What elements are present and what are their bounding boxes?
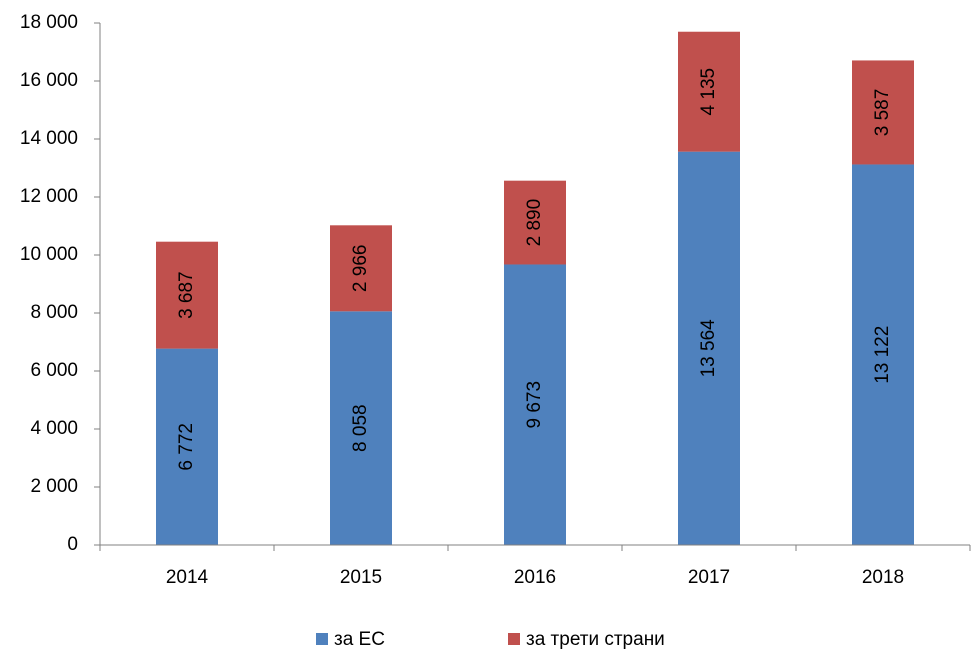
bar-segment [330,225,392,312]
y-tick-label: 8 000 [30,302,78,323]
bar-segment [504,264,566,545]
legend-label: за трети страни [526,629,665,650]
y-tick-label: 16 000 [20,70,78,91]
legend-swatch [316,633,328,645]
legend-label: за ЕС [334,629,385,650]
value-label: 6 772 [176,423,197,471]
y-tick-label: 12 000 [20,186,78,207]
legend-swatch [508,633,520,645]
y-tick-label: 2 000 [30,476,78,497]
bar-segment [156,348,218,545]
bar-segment [852,60,914,165]
value-label: 13 122 [872,326,893,384]
value-label: 3 587 [872,89,893,137]
x-tick-label: 2017 [688,567,730,588]
bar-segment [852,164,914,545]
y-tick-label: 4 000 [30,418,78,439]
value-label: 2 966 [350,245,371,293]
value-label: 9 673 [524,381,545,429]
y-tick-label: 6 000 [30,360,78,381]
bar-segment [330,311,392,545]
bar-segment [678,31,740,152]
y-tick-label: 0 [67,534,78,555]
y-tick-label: 14 000 [20,128,78,149]
x-tick-label: 2014 [166,567,209,588]
x-tick-label: 2018 [862,567,904,588]
x-tick-label: 2015 [340,567,382,588]
bar-segment [156,241,218,349]
x-tick-label: 2016 [514,567,556,588]
value-label: 8 058 [350,404,371,452]
bar-segment [678,151,740,546]
value-label: 4 135 [698,68,719,116]
bar-segment [504,180,566,265]
y-tick-label: 18 000 [20,12,78,33]
value-label: 3 687 [176,271,197,319]
value-label: 2 890 [524,199,545,247]
value-label: 13 564 [698,319,719,378]
y-tick-label: 10 000 [20,244,78,265]
